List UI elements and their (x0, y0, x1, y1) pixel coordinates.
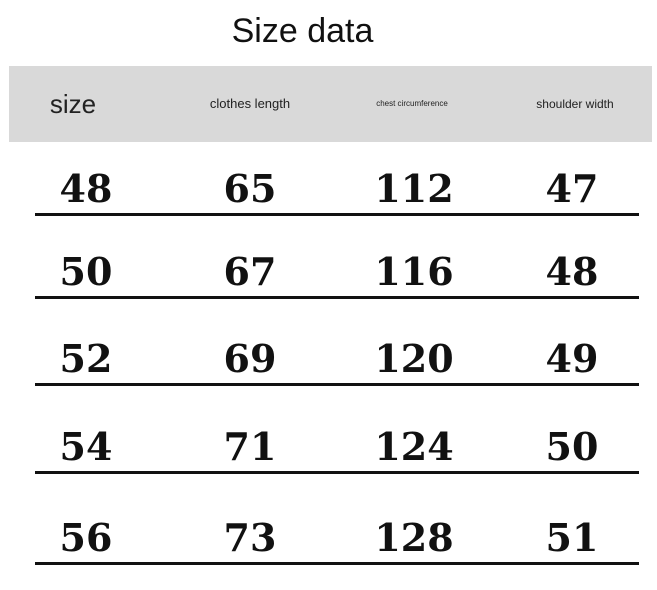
table-cell: 50 (59, 249, 113, 294)
table-cell: 47 (545, 166, 599, 211)
table-row: 48 65 112 47 (0, 156, 657, 216)
header-size: size (49, 89, 97, 119)
table-header: size clothes length chest circumference … (9, 66, 652, 142)
table-cell: 48 (59, 166, 113, 211)
table-cell: 112 (374, 166, 454, 211)
table-row: 50 67 116 48 (0, 239, 657, 299)
table-cell: 69 (223, 336, 277, 381)
header-shoulder-width: shoulder width (536, 97, 614, 111)
header-clothes-length: clothes length (209, 96, 291, 111)
table-cell: 50 (545, 424, 599, 469)
row-underline (35, 562, 639, 565)
row-underline (35, 296, 639, 299)
table-cell: 52 (59, 336, 113, 381)
table-cell: 73 (223, 515, 277, 560)
table-row: 56 73 128 51 (0, 505, 657, 565)
table-cell: 48 (545, 249, 599, 294)
header-chest-circumference: chest circumference (376, 99, 448, 108)
table-cell: 120 (374, 336, 454, 381)
table-cell: 51 (545, 515, 599, 560)
table-cell: 65 (223, 166, 277, 211)
table-cell: 71 (223, 424, 277, 469)
page-title: Size data (231, 12, 374, 50)
table-cell: 124 (374, 424, 454, 469)
table-cell: 49 (545, 336, 599, 381)
row-underline (35, 471, 639, 474)
table-cell: 116 (374, 249, 454, 294)
row-underline (35, 383, 639, 386)
table-row: 54 71 124 50 (0, 414, 657, 474)
table-cell: 56 (59, 515, 113, 560)
table-cell: 128 (374, 515, 454, 560)
row-underline (35, 213, 639, 216)
table-cell: 54 (59, 424, 113, 469)
table-row: 52 69 120 49 (0, 326, 657, 386)
table-cell: 67 (223, 249, 277, 294)
